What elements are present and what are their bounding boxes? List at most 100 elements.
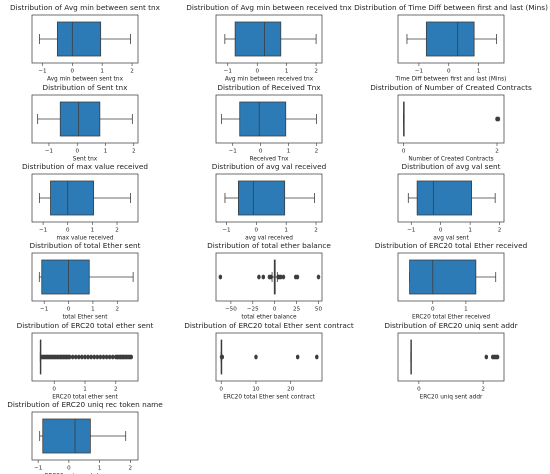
subplot-title: Distribution of ERC20 uniq sent addr [384,321,517,330]
x-tick-label: 1 [468,228,472,234]
axes-frame [397,14,505,64]
outlier-point [269,274,273,280]
subplot-11: Distribution of total ether balance −50 −2… [207,241,331,321]
x-tick-label: 1 [104,149,108,155]
subplot-4: Distribution of Sent tnx −1 0 1 2 Sent tnx [31,83,139,163]
outlier-point [107,354,112,360]
x-tick-label: 0 [52,387,56,393]
x-tick-label: 1 [100,69,104,75]
subplot-title: Distribution of total ether balance [207,241,331,250]
subplot-16: Distribution of ERC20 uniq rec token nam… [7,400,163,474]
x-tick-label: 2 [129,466,133,472]
x-axis-label: Received Tnx [250,157,289,163]
outlier-point [254,354,258,360]
x-tick-label: 0 [67,307,71,313]
outlier-point [316,274,321,280]
x-axis-label: total ether balance [241,315,297,321]
x-axis-label: ERC20 total Ether received [412,315,490,321]
x-tick-label: 1 [98,466,102,472]
x-tick-label: 0 [75,149,79,155]
x-tick-label: −1 [45,149,54,155]
subplot-8: Distribution of avg val received −1 0 1 2 avg… [212,162,326,242]
subplot-7: Distribution of max value received −1 0 1 2m… [22,162,148,242]
axes-frame [397,173,505,223]
x-tick-label: 2 [315,149,319,155]
x-tick-label: 0 [273,307,277,313]
outlier-point [95,354,100,360]
outlier-point [101,354,106,360]
axes-frame [31,173,139,223]
x-tick-label: 2 [498,228,502,234]
subplot-14: Distribution of ERC20 total Ether sent c… [184,321,354,401]
outlier-point [98,354,103,360]
outlier-point [110,354,115,360]
subplot-title: Distribution of Avg min between received… [186,3,352,12]
x-tick-label: 0 [71,69,75,75]
subplot-title: Distribution of Sent tnx [43,83,129,92]
axes-frame [397,94,505,144]
x-tick-label: −1 [222,228,231,234]
x-axis-label: Avg min between received tnx [225,77,314,83]
iqr-box [237,180,286,216]
outlier-point [484,354,489,360]
subplot-title: Distribution of ERC20 total Ether receiv… [375,241,527,250]
outlier-point [220,354,225,360]
x-tick-label: 0 [219,387,223,393]
iqr-box [234,21,282,57]
outlier-point [89,354,93,360]
iqr-box [425,21,475,57]
x-axis-label: Number of Created Contracts [408,157,493,163]
x-tick-label: 20 [287,387,295,393]
subplot-2: Distribution of Avg min between received… [186,3,352,83]
iqr-box [239,101,287,137]
subplot-title: Distribution of Avg min between sent tnx [10,3,161,12]
x-axis-label: Sent tnx [73,157,98,163]
x-tick-label: 2 [481,387,485,393]
x-tick-label: 1 [285,69,289,75]
outlier-point [92,354,96,360]
x-tick-label: 2 [116,307,120,313]
x-tick-label: 0 [259,149,263,155]
axes-frame [397,332,505,382]
x-tick-label: 0 [447,69,451,75]
x-tick-label: 2 [130,69,134,75]
outlier-point [86,354,90,360]
axes-frame [31,94,139,144]
outlier-point [129,354,133,360]
x-tick-label: 0 [255,69,259,75]
subplot-title: Distribution of avg val sent [402,162,501,171]
iqr-box [409,259,477,295]
x-tick-label: 2 [314,69,318,75]
iqr-box [42,418,91,454]
x-tick-label: 1 [91,228,95,234]
x-tick-label: 10 [252,387,260,393]
subplot-title: Distribution of Received Tnx [217,83,321,92]
x-axis-label: ERC20 total Ether sent contract [223,395,315,401]
outlier-point [281,274,286,280]
subplot-12: Distribution of ERC20 total Ether receiv… [375,241,527,321]
axes-frame [31,14,139,64]
axes-frame [215,332,323,382]
x-axis-label: avg val sent [433,236,469,242]
axes-frame [397,252,505,302]
outlier-point [495,354,500,360]
iqr-box [41,259,90,295]
outlier-point [218,274,223,280]
x-tick-label: 2 [132,149,136,155]
x-tick-label: −1 [39,228,48,234]
subplot-title: Distribution of Number of Created Contra… [370,83,532,92]
x-tick-label: −1 [40,307,49,313]
outlier-point [496,116,501,122]
x-tick-label: 1 [284,228,288,234]
subplot-3: Distribution of Time Diff between first … [354,3,548,83]
x-tick-label: 0 [67,466,71,472]
axes-frame [215,173,323,223]
x-tick-label: −1 [229,149,238,155]
outlier-point [104,354,109,360]
x-axis-label: Avg min between sent tnx [47,77,124,83]
subplot-6: Distribution of Number of Created Contra… [370,83,532,163]
subplot-15: Distribution of ERC20 uniq sent addr 0 2 ER… [384,321,517,401]
axes-frame [215,252,323,302]
x-tick-label: −1 [38,69,47,75]
